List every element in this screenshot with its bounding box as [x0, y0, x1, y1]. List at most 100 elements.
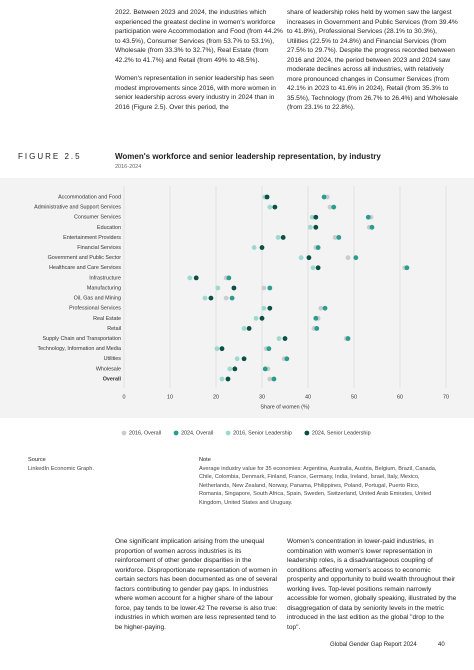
dot — [298, 255, 304, 261]
dot — [404, 265, 410, 271]
legend-swatch — [173, 430, 179, 436]
dot — [259, 245, 265, 250]
source: Source LinkedIn Economic Graph. — [28, 456, 178, 473]
dot — [193, 275, 199, 281]
paragraph: 2022. Between 2023 and 2024, the industr… — [115, 9, 283, 64]
chart: Share of women (%) 0 10 20 30 40 50 60 70 Accomm… — [0, 178, 474, 436]
x-tick-label: 50 — [351, 394, 357, 400]
y-tick-label: Infrastructure — [89, 275, 121, 281]
y-tick-label: Wholesale — [96, 366, 121, 372]
dot — [232, 366, 238, 372]
source-text: LinkedIn Economic Graph. — [28, 465, 94, 472]
dot — [365, 214, 371, 220]
legend-label: 2024, Senior Leadership — [312, 430, 371, 436]
dot — [234, 356, 240, 362]
text-column: Women's concentration in lower-paid indu… — [287, 537, 459, 641]
dot — [280, 235, 286, 240]
note: Note Average industry value for 35 econo… — [199, 456, 444, 508]
dot — [318, 305, 324, 311]
figure-label: FIGURE 2.5 — [18, 152, 82, 161]
dot — [345, 336, 351, 341]
y-tick-label: Consumer Services — [74, 215, 121, 221]
paragraph: share of leadership roles held by women … — [287, 9, 459, 111]
dot — [227, 366, 233, 372]
y-tick-label: Manufacturing — [87, 285, 121, 291]
dot — [267, 376, 273, 382]
dot — [322, 305, 328, 311]
legend-label: 2016, Overall — [129, 430, 161, 436]
dot — [223, 295, 229, 301]
text-column: share of leadership roles held by women … — [287, 8, 459, 122]
dot — [214, 346, 220, 352]
dot — [215, 285, 221, 291]
dot — [282, 336, 288, 341]
x-tick-label: 60 — [397, 394, 403, 400]
dot — [261, 285, 267, 291]
x-tick-label: 40 — [305, 394, 311, 400]
y-tick-label: Real Estate — [93, 316, 121, 322]
dot — [266, 346, 272, 352]
dot — [187, 275, 193, 281]
legend-label: 2024, Overall — [181, 430, 213, 436]
y-tick-label: Education — [97, 225, 121, 231]
legend-swatch — [121, 430, 127, 436]
x-axis-label: Share of women (%) — [260, 404, 309, 410]
source-heading: Source — [28, 457, 46, 463]
dot — [271, 376, 277, 382]
y-tick-label: Entertainment Providers — [63, 235, 121, 241]
dot — [225, 376, 231, 382]
footer-title: Global Gender Gap Report 2024 — [330, 642, 417, 648]
dot — [309, 214, 315, 220]
dot — [264, 194, 270, 200]
dot — [327, 204, 333, 210]
page-number: 40 — [438, 642, 445, 648]
dot — [345, 255, 351, 261]
dot — [267, 305, 273, 311]
legend-label: 2016, Senior Leadership — [233, 430, 292, 436]
dot — [241, 356, 247, 362]
y-tick-label: Government and Public Sector — [48, 255, 122, 261]
legend-swatch — [225, 430, 231, 436]
y-tick-label: Healthcare and Care Services — [49, 265, 121, 271]
x-tick-label: 10 — [167, 394, 173, 400]
dot — [229, 295, 235, 301]
dot — [251, 245, 257, 250]
dot — [315, 265, 321, 271]
dot — [314, 326, 320, 331]
x-tick-label: 0 — [123, 394, 126, 400]
dot — [275, 235, 281, 240]
y-tick-label: Supply Chain and Transportation — [42, 336, 121, 342]
paragraph: Women's representation in senior leaders… — [115, 75, 276, 111]
dot — [219, 346, 225, 352]
dot — [241, 326, 247, 331]
x-tick-label: 30 — [259, 394, 265, 400]
dot — [259, 315, 265, 321]
dot — [284, 356, 290, 362]
dot — [208, 295, 214, 301]
dot — [313, 224, 319, 230]
y-tick-label: Overall — [103, 376, 122, 382]
dot — [262, 366, 268, 372]
dot — [315, 245, 321, 250]
dot — [332, 235, 338, 240]
dot — [321, 194, 327, 200]
dot — [267, 204, 273, 210]
dot — [369, 224, 375, 230]
paragraph: Women's concentration in lower-paid indu… — [287, 538, 457, 631]
dot — [276, 336, 282, 341]
dot — [313, 214, 319, 220]
x-tick-label: 20 — [213, 394, 219, 400]
figure-subtitle: 2016-2024 — [115, 164, 142, 170]
dot — [310, 265, 316, 271]
dot — [336, 235, 342, 240]
y-tick-label: Professional Services — [69, 306, 121, 312]
y-tick-label: Administrative and Support Services — [34, 205, 121, 211]
dot — [219, 376, 225, 382]
y-tick-label: Oil, Gas and Mining — [74, 296, 121, 302]
dot — [231, 285, 237, 291]
dot — [306, 255, 312, 261]
y-tick-label: Technology, Information and Media — [37, 346, 121, 352]
chart-background — [0, 178, 474, 418]
dot — [353, 255, 359, 261]
